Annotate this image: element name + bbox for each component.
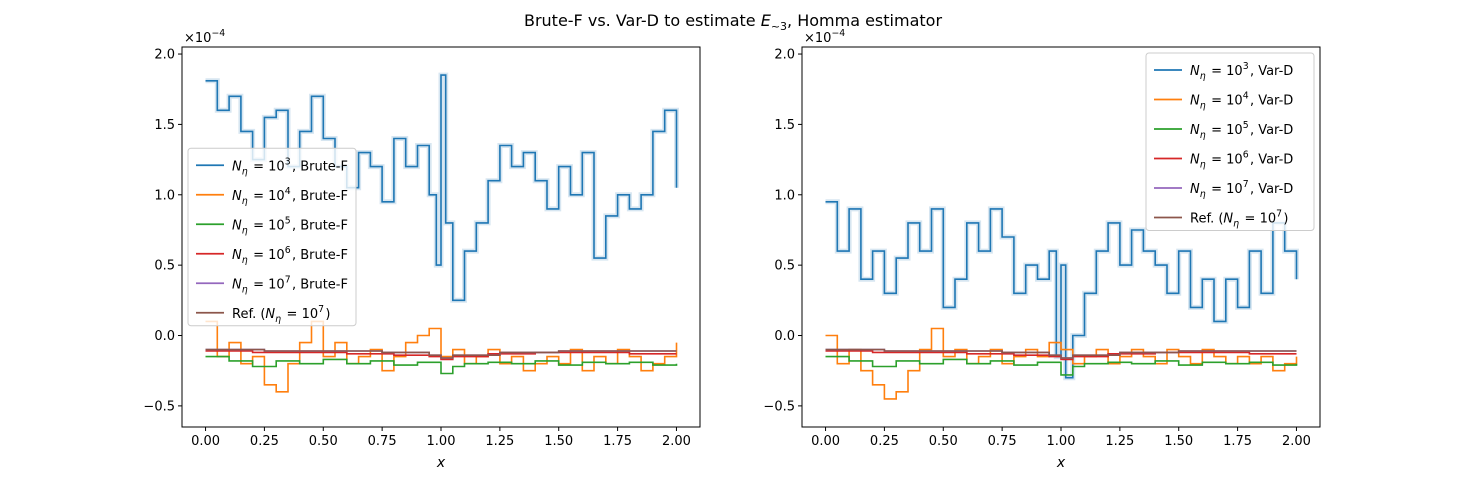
series-line-2 bbox=[825, 327, 1298, 400]
left-chart: 0.00 0.25 0.50 0.75 1.00 1.25 1.50 1.75 2.00 −0.5… bbox=[143, 28, 701, 471]
y-tick-label: 0.0 bbox=[154, 329, 175, 344]
y-tick-label: 2.0 bbox=[774, 48, 795, 63]
x-tick-label: 1.50 bbox=[1164, 434, 1193, 449]
title-prefix: Brute-F vs. Var-D to estimate bbox=[524, 11, 761, 30]
x-tick-label: 1.75 bbox=[603, 434, 632, 449]
x-tick-label: 0.00 bbox=[191, 434, 220, 449]
y-tick-label: −0.5 bbox=[143, 399, 175, 414]
legend: Nη = 103 , Brute-F Nη = 104 , Brute-F Nη =… bbox=[187, 147, 357, 327]
x-tick-label: 0.25 bbox=[870, 434, 899, 449]
legend-entry: Nη = 105 , Var-D bbox=[1190, 120, 1293, 141]
legend-entry: Nη = 104 , Brute-F bbox=[232, 186, 348, 207]
x-tick-label: 1.00 bbox=[1047, 434, 1076, 449]
x-tick-label: 2.00 bbox=[1282, 434, 1311, 449]
series-line-6 bbox=[825, 348, 1297, 359]
x-tick-label: 1.25 bbox=[485, 434, 514, 449]
x-axis-label: x bbox=[436, 455, 446, 471]
y-tick-label: 1.5 bbox=[154, 118, 175, 133]
right-chart: 0.00 0.25 0.50 0.75 1.00 1.25 1.50 1.75 2.00 −0.5… bbox=[763, 28, 1321, 471]
series-line-6 bbox=[205, 348, 677, 359]
y-tick-label: 1.0 bbox=[774, 188, 795, 203]
x-tick-label: 0.75 bbox=[368, 434, 397, 449]
x-tick-label: 1.50 bbox=[544, 434, 573, 449]
legend-entry: Nη = 106 , Brute-F bbox=[232, 245, 348, 266]
series-line-1 bbox=[825, 201, 1298, 379]
legend-entry: Ref. (Nη = 107 ) bbox=[1190, 209, 1288, 230]
legend-entry: Ref. (Nη = 107 ) bbox=[232, 304, 330, 325]
legend-entry: Nη = 107 , Brute-F bbox=[232, 274, 348, 295]
x-axis-label: x bbox=[1056, 455, 1066, 471]
title-suffix: , Homma estimator bbox=[787, 11, 942, 30]
series-line-3 bbox=[825, 355, 1298, 376]
x-tick-label: 0.50 bbox=[929, 434, 958, 449]
y-tick-label: 1.5 bbox=[774, 118, 795, 133]
y-tick-label: 1.0 bbox=[154, 188, 175, 203]
y-tick-label: 0.5 bbox=[774, 259, 795, 274]
axis-offset-text: ×10−4 bbox=[804, 28, 847, 46]
y-tick-label: −0.5 bbox=[763, 399, 795, 414]
x-tick-label: 1.75 bbox=[1223, 434, 1252, 449]
legend: Nη = 103 , Var-D Nη = 104 , Var-D Nη = 105… bbox=[1145, 52, 1315, 231]
legend-entry: Nη = 104 , Var-D bbox=[1190, 91, 1293, 112]
y-tick-label: 2.0 bbox=[154, 48, 175, 63]
legend-entry: Nη = 106 , Var-D bbox=[1190, 150, 1293, 171]
legend-entry: Nη = 103 , Brute-F bbox=[232, 156, 348, 177]
title-symbol: E bbox=[761, 11, 772, 30]
legend-entry: Nη = 105 , Brute-F bbox=[232, 215, 348, 236]
series-line-3 bbox=[205, 355, 678, 375]
series-group bbox=[825, 199, 1299, 400]
x-tick-label: 1.25 bbox=[1105, 434, 1134, 449]
y-tick-label: 0.0 bbox=[774, 329, 795, 344]
x-tick-label: 0.75 bbox=[988, 434, 1017, 449]
y-tick-label: 0.5 bbox=[154, 259, 175, 274]
x-tick-label: 2.00 bbox=[662, 434, 691, 449]
legend-box bbox=[1145, 52, 1315, 231]
legend-entry: Nη = 107 , Var-D bbox=[1190, 179, 1293, 200]
x-tick-label: 0.50 bbox=[309, 434, 338, 449]
figure-title: Brute-F vs. Var-D to estimate E~3, Homma… bbox=[524, 11, 942, 33]
x-tick-label: 0.25 bbox=[250, 434, 279, 449]
legend-entry: Nη = 103 , Var-D bbox=[1190, 61, 1293, 82]
title-subscript: ~3 bbox=[771, 20, 787, 33]
x-tick-label: 0.00 bbox=[811, 434, 840, 449]
x-tick-label: 1.00 bbox=[427, 434, 456, 449]
axis-offset-text: ×10−4 bbox=[184, 28, 227, 46]
legend-box bbox=[187, 147, 357, 327]
